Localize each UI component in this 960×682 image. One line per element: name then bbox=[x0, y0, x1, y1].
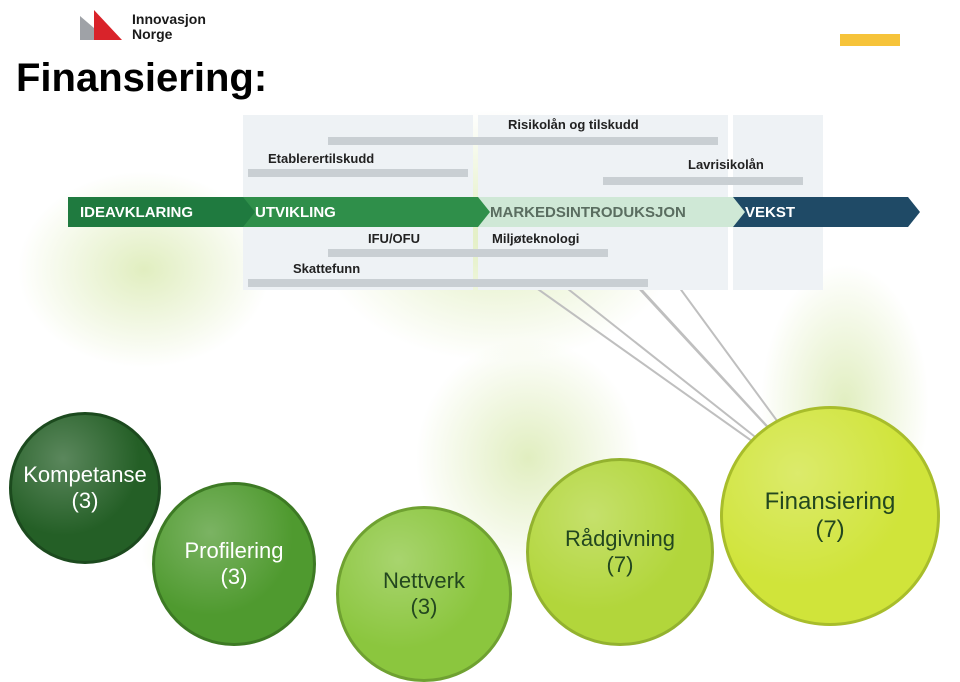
gray-bar-1 bbox=[248, 169, 468, 177]
gray-bar-label-3: IFU/OFU bbox=[368, 231, 420, 246]
circles-row: Kompetanse(3)Profilering(3)Nettverk(3)Rå… bbox=[0, 428, 960, 668]
gray-bar-2 bbox=[603, 177, 803, 185]
circle-count: (7) bbox=[607, 552, 634, 578]
logo: Innovasjon Norge bbox=[80, 10, 206, 44]
circle-label: Profilering bbox=[184, 538, 283, 564]
gray-bar-label-0: Risikolån og tilskudd bbox=[508, 117, 639, 132]
circle-count: (7) bbox=[815, 516, 844, 544]
logo-line1: Innovasjon bbox=[132, 12, 206, 27]
circle-kompetanse: Kompetanse(3) bbox=[9, 412, 161, 564]
logo-line2: Norge bbox=[132, 27, 206, 42]
gray-bar-label-1: Etablerertilskudd bbox=[268, 151, 374, 166]
page-title: Finansiering: bbox=[16, 56, 267, 101]
gray-bar-5 bbox=[248, 279, 648, 287]
arrow-strip: IDEAVKLARINGUTVIKLINGMARKEDSINTRODUKSJON… bbox=[68, 197, 908, 227]
circle-nettverk: Nettverk(3) bbox=[336, 506, 512, 682]
timeline-diagram: Risikolån og tilskudd Etablerertilskudd La… bbox=[68, 115, 908, 295]
arrow-seg-2: MARKEDSINTRODUKSJON bbox=[478, 197, 733, 227]
logo-triangle-fg bbox=[94, 10, 122, 40]
circle-count: (3) bbox=[411, 594, 438, 620]
gray-bar-label-2: Lavrisikolån bbox=[688, 157, 764, 172]
arrow-seg-3: VEKST bbox=[733, 197, 908, 227]
circle-count: (3) bbox=[72, 488, 99, 514]
arrow-seg-1: UTVIKLING bbox=[243, 197, 478, 227]
circle-label: Nettverk bbox=[383, 568, 465, 594]
circle-rådgivning: Rådgivning(7) bbox=[526, 458, 714, 646]
circle-label: Kompetanse bbox=[23, 462, 147, 488]
circle-finansiering: Finansiering(7) bbox=[720, 406, 940, 626]
circle-count: (3) bbox=[221, 564, 248, 590]
arrow-seg-0: IDEAVKLARING bbox=[68, 197, 243, 227]
logo-text: Innovasjon Norge bbox=[132, 12, 206, 41]
circle-profilering: Profilering(3) bbox=[152, 482, 316, 646]
accent-bar bbox=[840, 34, 900, 46]
gray-bar-label-5: Skattefunn bbox=[293, 261, 360, 276]
circle-label: Finansiering bbox=[765, 488, 896, 516]
logo-mark bbox=[80, 10, 122, 44]
gray-bar-0 bbox=[328, 137, 718, 145]
gray-bar-4 bbox=[388, 249, 608, 257]
gray-bar-label-4: Miljøteknologi bbox=[492, 231, 579, 246]
circle-label: Rådgivning bbox=[565, 526, 675, 552]
